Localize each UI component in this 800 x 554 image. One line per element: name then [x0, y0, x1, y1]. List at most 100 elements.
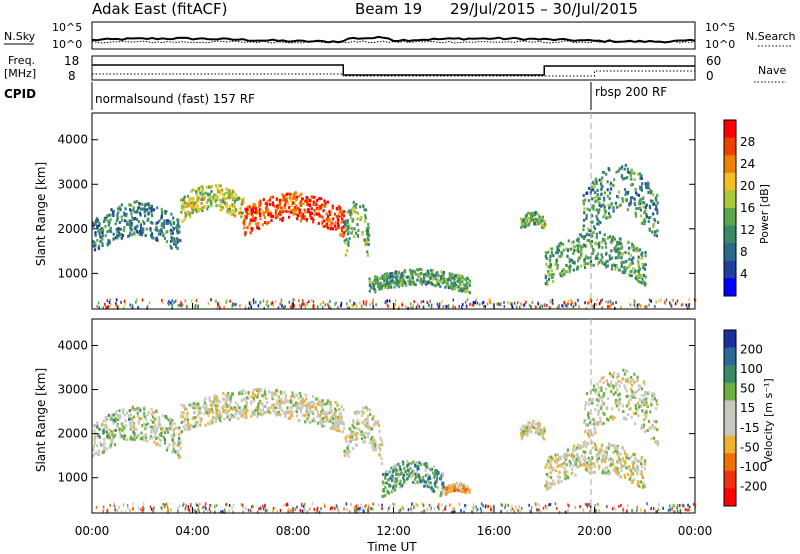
ground-cell-249 [131, 305, 134, 309]
echo-cell-937 [368, 412, 372, 416]
echo-cell-62 [162, 225, 165, 229]
echo-cell-1136 [373, 280, 376, 284]
echo-cell-1406 [521, 424, 524, 428]
ground-cell-314 [250, 300, 252, 304]
echo-cell-47 [149, 228, 152, 232]
echo-cell-5 [109, 213, 112, 217]
echo-cell-554 [332, 424, 335, 428]
echo-cell-1587 [555, 260, 558, 264]
echo-cell-975 [367, 235, 370, 239]
echo-cell-1219 [388, 276, 391, 280]
echo-cell-516 [192, 205, 195, 209]
echo-cell-875 [225, 398, 228, 402]
echo-cell-1808 [603, 191, 606, 195]
echo-cell-1300 [380, 287, 383, 291]
echo-cell-52 [144, 423, 148, 427]
echo-cell-1964 [592, 225, 596, 229]
echo-cell-2059 [600, 204, 603, 208]
ground-cell-196 [491, 508, 493, 512]
echo-cell-1275 [378, 276, 381, 280]
echo-cell-2037 [586, 192, 589, 195]
echo-cell-44 [168, 443, 171, 447]
echo-cell-449 [223, 417, 226, 421]
echo-cell-1440 [595, 232, 599, 236]
echo-cell-2062 [631, 183, 634, 187]
echo-cell-1244 [433, 472, 436, 476]
echo-cell-970 [364, 418, 367, 422]
ground-cell-146 [142, 502, 145, 506]
echo-cell-855 [289, 409, 292, 413]
echo-cell-1739 [613, 246, 616, 250]
echo-cell-608 [229, 397, 232, 401]
echo-cell-1610 [577, 465, 580, 469]
echo-cell-1426 [522, 218, 525, 222]
ground-cell-313 [644, 509, 646, 513]
echo-cell-113 [154, 237, 157, 241]
echo-cell-723 [276, 214, 279, 218]
echo-cell-1995 [604, 212, 607, 216]
echo-cell-1791 [580, 235, 583, 238]
echo-cell-308 [121, 408, 125, 412]
echo-cell-896 [182, 425, 185, 429]
echo-cell-107 [123, 211, 126, 215]
echo-cell-916 [354, 443, 358, 447]
echo-cell-1732 [642, 280, 645, 284]
ground-cell-261 [511, 505, 513, 509]
echo-cell-297 [112, 237, 115, 241]
echo-cell-2014 [591, 214, 594, 218]
ground-cell-351 [180, 301, 182, 304]
ground-cell-382 [262, 504, 264, 508]
ground-cell-7 [174, 299, 177, 303]
echo-cell-997 [348, 439, 351, 443]
echo-cell-731 [273, 406, 276, 410]
echo-cell-1470 [546, 283, 549, 287]
echo-cell-1140 [440, 491, 443, 495]
echo-cell-1702 [594, 470, 597, 474]
echo-cell-379 [216, 187, 219, 191]
ground-cell-296 [584, 502, 587, 506]
echo-cell-783 [334, 227, 338, 231]
echo-cell-1674 [560, 253, 564, 257]
ground-cell-351 [586, 503, 588, 507]
echo-cell-889 [279, 400, 282, 404]
echo-cell-1090 [465, 281, 469, 285]
echo-cell-259 [107, 433, 110, 437]
echo-cell-491 [305, 397, 308, 401]
echo-cell-1682 [544, 282, 547, 285]
echo-cell-1669 [634, 249, 638, 253]
ground-cell-319 [116, 304, 119, 308]
echo-cell-1249 [421, 476, 424, 480]
echo-cell-1077 [407, 279, 410, 283]
echo-cell-1306 [462, 283, 465, 287]
echo-cell-395 [199, 207, 202, 211]
echo-cell-1776 [583, 463, 586, 467]
echo-cell-764 [247, 396, 250, 400]
echo-cell-1720 [551, 466, 555, 470]
echo-cell-823 [323, 199, 326, 203]
echo-cell-378 [208, 399, 211, 403]
echo-cell-386 [228, 205, 231, 208]
ground-cell-169 [170, 301, 172, 305]
echo-cell-1695 [576, 244, 579, 248]
echo-cell-982 [348, 237, 351, 241]
echo-cell-1077 [434, 485, 437, 489]
echo-cell-750 [205, 403, 208, 407]
echo-cell-1768 [625, 466, 628, 470]
ground-cell-223 [415, 305, 418, 309]
echo-cell-978 [360, 413, 364, 417]
echo-cell-1949 [636, 408, 639, 412]
echo-cell-1552 [560, 463, 563, 467]
echo-cell-545 [290, 204, 293, 207]
echo-cell-1026 [348, 435, 351, 439]
echo-cell-627 [252, 409, 255, 413]
echo-cell-958 [364, 219, 367, 223]
echo-cell-255 [146, 208, 149, 212]
echo-cell-754 [305, 217, 309, 221]
echo-cell-1775 [602, 468, 605, 471]
echo-cell-335 [229, 211, 232, 215]
echo-cell-586 [208, 411, 211, 414]
echo-cell-160 [150, 408, 153, 411]
ground-cell-379 [301, 509, 304, 513]
echo-cell-1306 [450, 489, 453, 493]
echo-cell-471 [281, 400, 284, 404]
